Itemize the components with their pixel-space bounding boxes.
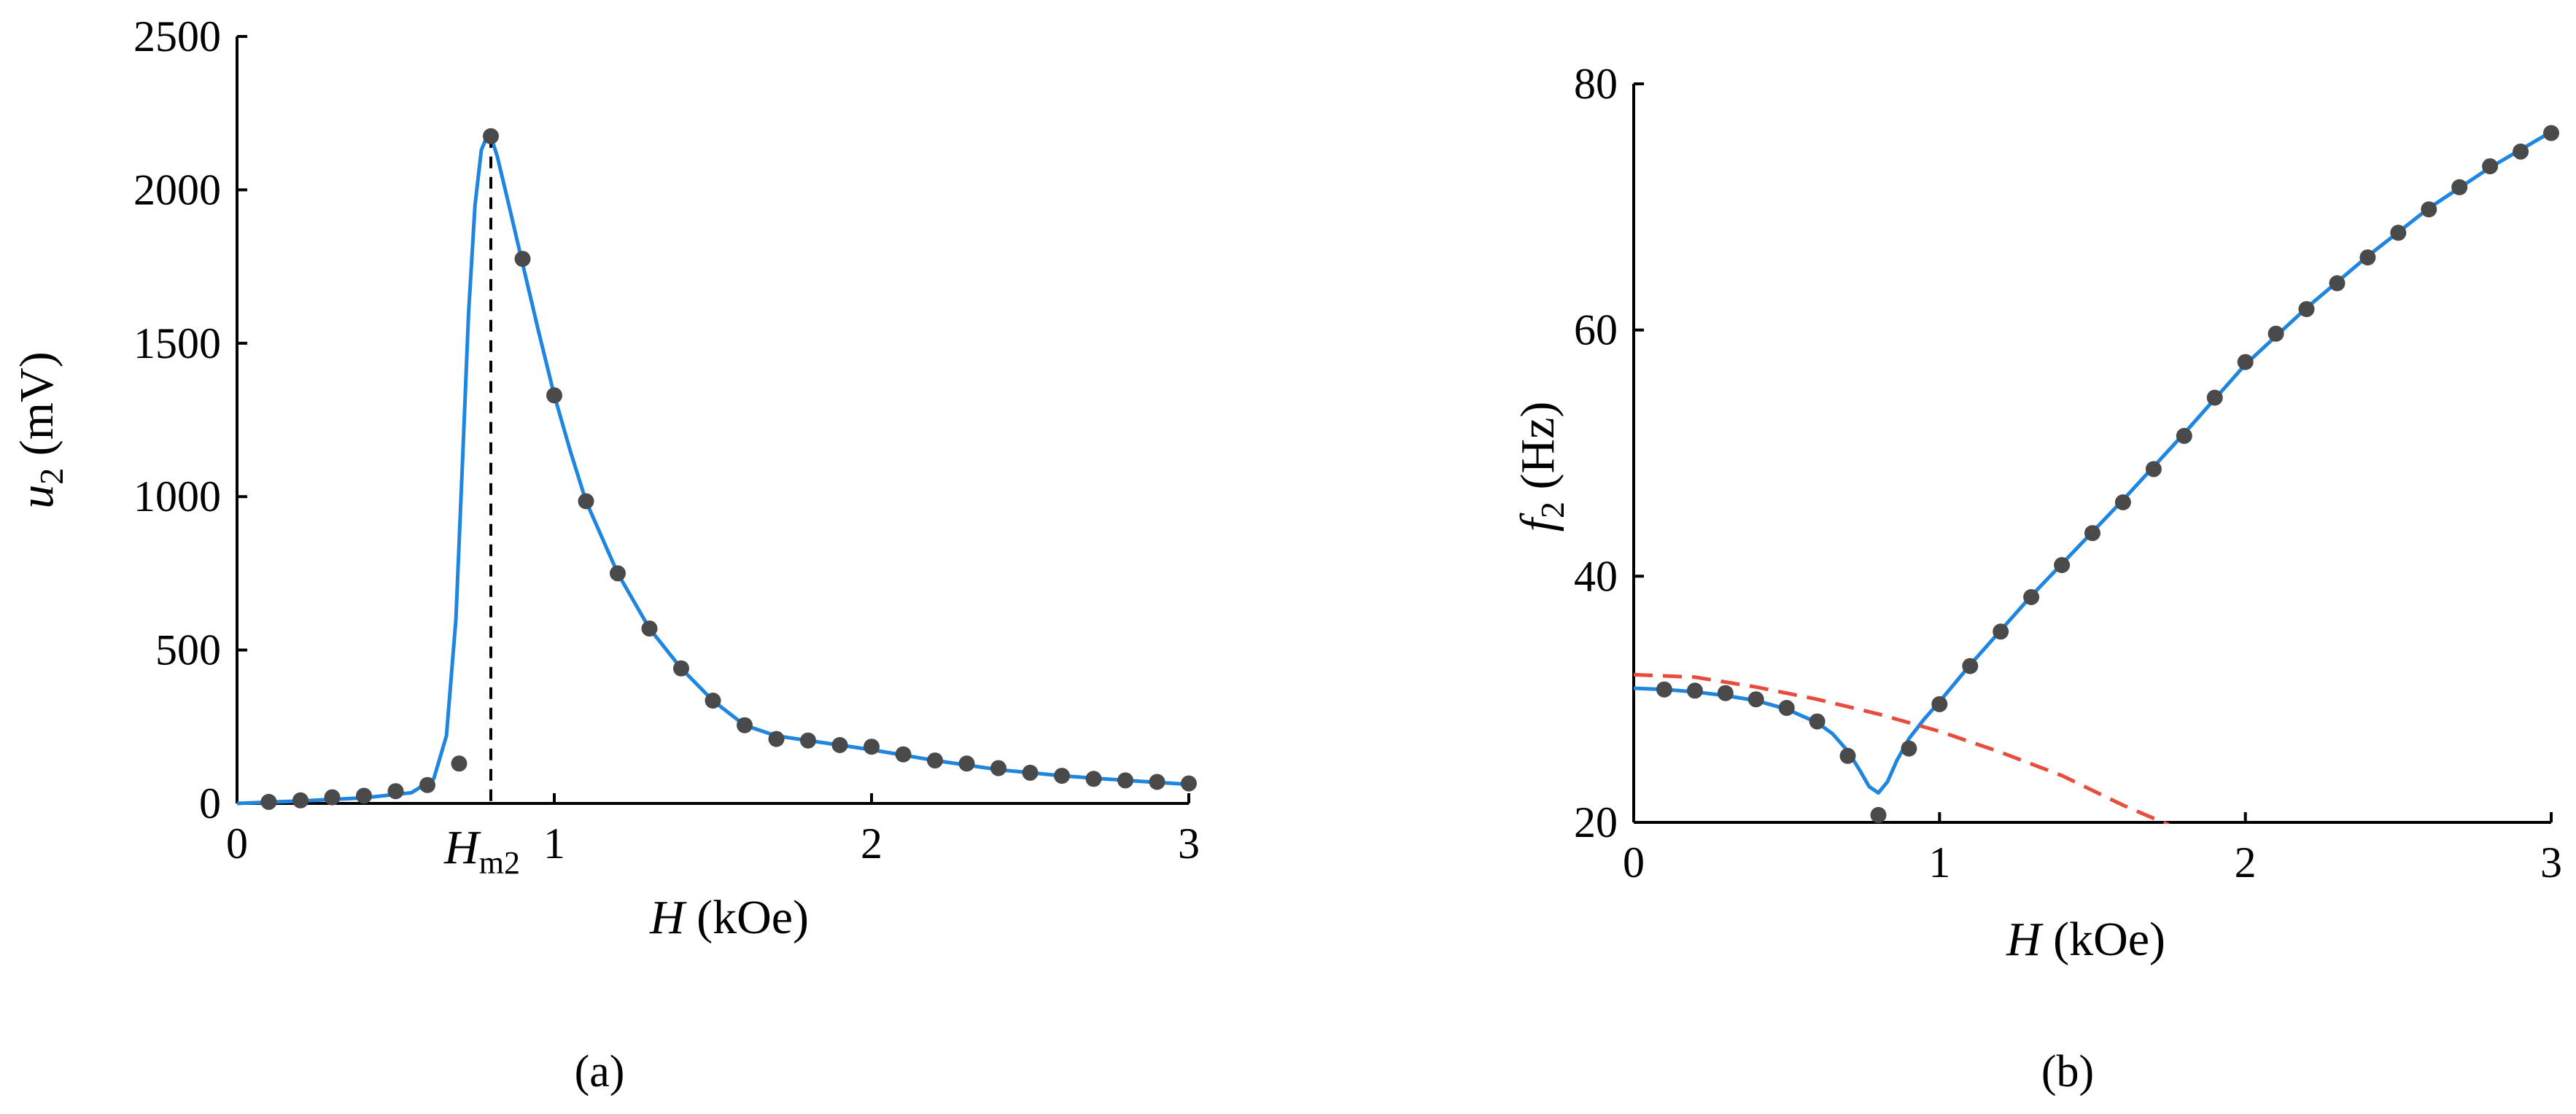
panel-b-data-point [2054,557,2071,574]
panel-a-x-tick-label: 1 [543,819,565,868]
panel-b-x-tick-label: 3 [2540,838,2562,887]
panel-b-x-tick-label: 1 [1928,838,1950,887]
panel-b-y-tick-label: 80 [1574,60,1618,108]
panel-b-data-point [2206,389,2223,406]
panel-a: 0 1 2 3 0 500 1000 1500 2000 2500 Hm2 H (kOe) u2 … [10,12,1200,1097]
panel-b-data-point [2237,354,2254,370]
panel-a-y-tick-label: 1500 [133,319,221,367]
panel-a-data-point [260,793,277,810]
panel-a-data-point [831,737,848,753]
panel-b-data-point [2145,461,2162,478]
panel-a-data-point [1181,775,1197,792]
panel-a-label: (a) [575,1047,625,1097]
panel-a-annotation-label: Hm2 [443,821,520,881]
panel-b-data-point [2176,427,2192,444]
panel-b-data-point [2267,325,2284,342]
panel-b-data-point [2114,494,2131,510]
panel-a-y-tick-label: 1000 [133,472,221,521]
panel-b-data-point [1717,685,1734,701]
panel-b-data-point [2359,249,2376,266]
panel-a-data-point [324,789,341,806]
panel-b-data-point [2451,179,2468,195]
panel-b-y-tick-label: 60 [1574,306,1618,354]
panel-b-data-point [2421,201,2437,218]
panel-a-data-point [990,760,1006,776]
panel-a-data-point [1054,768,1070,784]
panel-a-data-point [768,731,785,747]
panel-b-data-point [2482,158,2499,175]
panel-b-dashed-curve [1634,672,2170,824]
panel-b-x-axis-label: H (kOe) [2006,913,2165,966]
panel-a-data-point [610,565,626,582]
panel-b-data-point [2543,125,2559,141]
panel-b-data-point [1778,700,1795,716]
panel-a-data-point [958,755,975,772]
panel-a-data-point [387,783,404,800]
panel-a-fit-curve [236,133,1190,806]
panel-a-x-tick-label: 3 [1178,819,1200,868]
panel-a-data-point [546,387,562,404]
panel-b-y-tick-label: 40 [1574,552,1618,600]
panel-b-data-point [2329,275,2346,292]
panel-b-data-point [1656,681,1672,698]
panel-b-data-point [2298,301,2315,317]
panel-b-data-point [1901,740,1917,757]
panel-a-data-point [356,787,372,804]
panel-b-data-point [1931,696,1948,712]
panel-b-data-point [1993,623,2009,640]
panel-b-data-point [2390,225,2407,241]
panel-b-data-point [1747,691,1764,708]
panel-a-data-point [1117,772,1133,789]
panel-a-data-point [737,717,753,733]
panel-b-x-tick-label: 0 [1623,838,1645,887]
panel-a-x-axis-label: H (kOe) [649,891,809,944]
panel-a-x-tick-label: 0 [226,819,248,868]
panel-a-x-tick-label: 2 [861,819,882,868]
panel-a-data-point [292,792,309,809]
panel-b-data-point [1839,747,1856,764]
panel-a-data-point [864,739,880,755]
panel-b-data-point [1962,658,1979,674]
panel-b-x-tick-label: 2 [2235,838,2257,887]
panel-b-y-axis-label: f2 (Hz) [1511,402,1571,532]
panel-a-data-point [705,693,721,709]
panel-a-data-point [1022,764,1039,781]
panel-b-data-point [2084,525,2100,542]
panel-b-label: (b) [2041,1047,2094,1097]
panel-a-y-tick-label: 500 [155,626,221,674]
panel-b-data-point [2513,143,2529,160]
panel-a-data-point [483,128,499,144]
panel-b-data-point [2023,589,2040,605]
panel-a-data-point [895,746,912,763]
panel-a-y-axis-label: u2 (mV) [10,351,70,508]
panel-a-data-point [451,755,468,772]
panel-a-y-tick-label: 2000 [133,165,221,214]
panel-a-data-point [514,251,531,268]
panel-b-data-point [1686,682,1703,699]
panel-a-data-point [1149,774,1165,790]
panel-b: 0 1 2 3 20 40 60 80 H (kOe) f2 (Hz) (b) [1511,60,2562,1097]
panel-a-data-point [800,732,816,749]
panel-a-data-point [578,493,594,510]
panel-b-y-tick-label: 20 [1574,798,1618,846]
panel-a-data-point [419,776,435,793]
panel-a-data-point [673,660,689,677]
panel-b-data-point [1870,806,1887,823]
panel-b-fit-curve [1634,130,2553,795]
panel-a-data-point [641,620,658,637]
panel-a-data-point [927,752,943,769]
panel-a-y-tick-label: 2500 [133,12,221,61]
panel-a-y-tick-label: 0 [199,779,221,827]
panel-a-data-point [1085,771,1102,787]
panel-b-data-point [1809,713,1826,730]
